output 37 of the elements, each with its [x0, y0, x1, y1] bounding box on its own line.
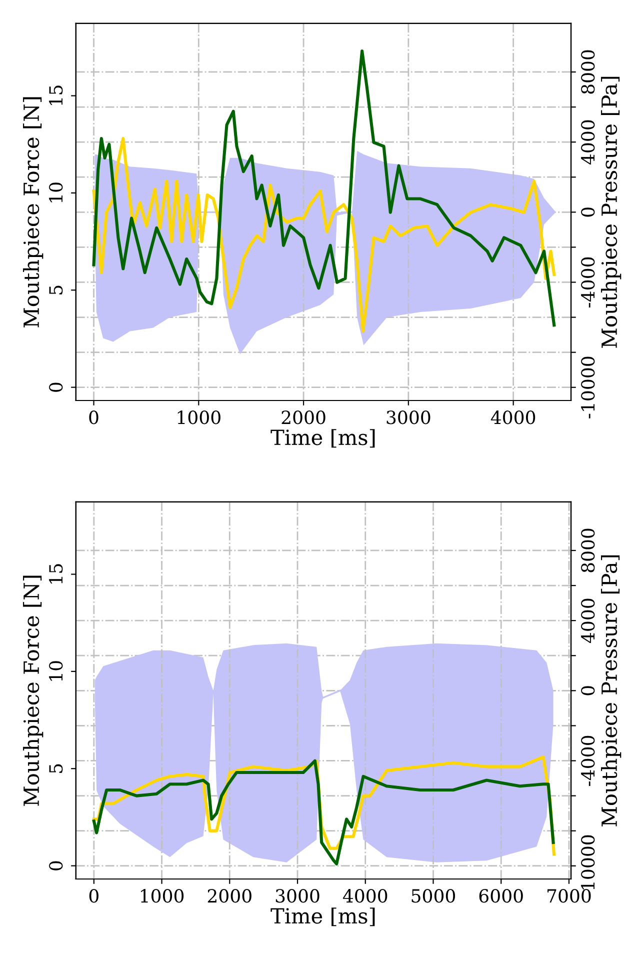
x-tick-label: 2000: [282, 410, 326, 424]
x-tick-label: 0: [89, 410, 98, 424]
x-tick-label: 5000: [412, 889, 456, 903]
x-tick-label: 4000: [342, 889, 388, 903]
x-tick-label: 6000: [479, 889, 523, 903]
y2-tick-label: -10000: [581, 356, 595, 418]
y2-axis-title: Mouthpiece Pressure [Pa]: [600, 76, 622, 348]
y-tick-label: 10: [49, 661, 63, 681]
x-axis-title: Time [ms]: [270, 429, 375, 448]
y2-tick-label: 8000: [581, 528, 595, 572]
y2-tick-label: 0: [581, 208, 595, 217]
y-tick-label: 10: [49, 182, 63, 202]
x-tick-label: 1000: [141, 889, 184, 903]
y2-tick-label: -4000: [581, 736, 595, 786]
y-tick-label: 15: [49, 564, 63, 584]
x-tick-label: 2000: [208, 889, 252, 903]
y2-tick-label: -4000: [581, 257, 595, 308]
y2-axis-title: Mouthpiece Pressure [Pa]: [600, 555, 622, 826]
line-series: [92, 50, 556, 327]
y-axis-title: Mouthpiece Force [N]: [23, 576, 44, 806]
y-tick-label: 5: [49, 286, 63, 294]
y2-tick-label: 8000: [581, 50, 595, 94]
y-tick-label: 5: [49, 764, 63, 773]
x-tick-label: 3000: [276, 889, 320, 903]
y-tick-label: 15: [49, 86, 63, 106]
y2-tick-label: 4000: [581, 598, 595, 643]
x-tick-label: 0: [89, 889, 98, 903]
line-series: [92, 136, 556, 332]
y2-tick-label: 0: [581, 686, 595, 696]
x-tick-label: 3000: [386, 410, 430, 424]
x-tick-label: 1000: [178, 410, 220, 424]
x-axis-title: Time [ms]: [270, 908, 375, 926]
x-tick-label: 4000: [490, 410, 536, 424]
y-tick-label: 0: [49, 382, 63, 392]
y-axis-title: Mouthpiece Force [N]: [23, 97, 44, 328]
y2-tick-label: 4000: [581, 120, 595, 164]
y-tick-label: 0: [49, 861, 63, 870]
